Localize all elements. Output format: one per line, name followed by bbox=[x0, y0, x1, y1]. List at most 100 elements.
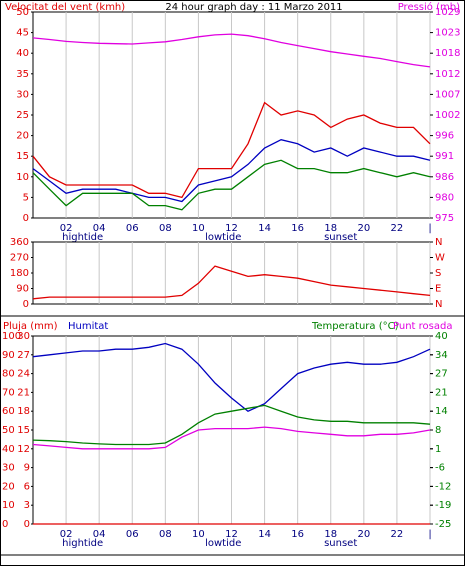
x-tick-label: 08 bbox=[159, 223, 172, 234]
y2-label: Punt rosada bbox=[393, 321, 452, 332]
y2-tick-label: N bbox=[435, 299, 442, 310]
x-tick-label: | bbox=[428, 529, 431, 540]
x-tick-label: 14 bbox=[258, 223, 271, 234]
y-tick-label: 180 bbox=[10, 268, 29, 279]
annotation: lowtide bbox=[205, 232, 241, 243]
x-tick-label: 22 bbox=[391, 529, 404, 540]
y-tick-label: 10 bbox=[2, 500, 15, 511]
y2-tick-label: -25 bbox=[435, 519, 451, 530]
y2-tick-label: N bbox=[435, 237, 442, 248]
y3-label: Humitat bbox=[68, 321, 108, 332]
x-tick-label: 18 bbox=[324, 529, 337, 540]
y-tick-label: 70 bbox=[2, 387, 15, 398]
annotation: hightide bbox=[62, 232, 103, 243]
y2-tick-label: 40 bbox=[435, 331, 448, 342]
y2-tick-label: 8 bbox=[435, 425, 441, 436]
y-tick-label: 270 bbox=[10, 253, 29, 264]
x-tick-label: 04 bbox=[93, 529, 106, 540]
annotation: sunset bbox=[324, 232, 357, 243]
annotation: hightide bbox=[62, 538, 103, 549]
y2-tick-label: W bbox=[435, 253, 445, 264]
y-tick-label: 40 bbox=[2, 444, 15, 455]
y2-tick-label: 1029 bbox=[435, 7, 460, 18]
x-tick-label: 22 bbox=[391, 223, 404, 234]
y2-tick-label: 27 bbox=[435, 369, 448, 380]
y-tick-label: 0 bbox=[2, 519, 8, 530]
y-label: Pluja (mm) bbox=[3, 321, 58, 332]
y2-tick-label: 21 bbox=[435, 387, 448, 398]
y2-tick-label: -19 bbox=[435, 500, 451, 511]
y3-tick-label: 9 bbox=[24, 463, 30, 474]
series-line bbox=[32, 404, 431, 446]
y3-tick-label: 24 bbox=[17, 369, 30, 380]
y-tick-label: 15 bbox=[16, 151, 29, 162]
y2-tick-label: 1012 bbox=[435, 69, 460, 80]
y3-tick-label: 6 bbox=[24, 481, 30, 492]
y-tick-label: 40 bbox=[16, 48, 29, 59]
y-tick-label: 50 bbox=[16, 7, 29, 18]
y2-tick-label: 14 bbox=[435, 406, 448, 417]
y2-tick-label: 986 bbox=[435, 172, 454, 183]
x-tick-label: 12 bbox=[225, 223, 238, 234]
x-tick-label: 06 bbox=[126, 529, 139, 540]
series-line bbox=[32, 101, 431, 199]
annotation: sunset bbox=[324, 538, 357, 549]
y2-tick-label: E bbox=[435, 284, 441, 295]
y-tick-label: 0 bbox=[23, 213, 29, 224]
y-tick-label: 30 bbox=[16, 89, 29, 100]
y-tick-label: 0 bbox=[23, 299, 29, 310]
y-tick-label: 90 bbox=[2, 350, 15, 361]
x-tick-label: 20 bbox=[357, 529, 370, 540]
y3-tick-label: 0 bbox=[24, 519, 30, 530]
y2-tick-label: 1023 bbox=[435, 28, 460, 39]
y-tick-label: 20 bbox=[16, 131, 29, 142]
y3-tick-label: 12 bbox=[17, 444, 30, 455]
y2-tick-label: 34 bbox=[435, 350, 448, 361]
series-line bbox=[32, 265, 431, 300]
series-line bbox=[32, 426, 431, 450]
x-tick-label: | bbox=[428, 223, 431, 234]
y2-tick-label: 991 bbox=[435, 151, 454, 162]
y-tick-label: 45 bbox=[16, 28, 29, 39]
y-tick-label: 50 bbox=[2, 425, 15, 436]
y2-label: Pressió (mb) bbox=[398, 1, 460, 13]
y3-tick-label: 27 bbox=[17, 350, 30, 361]
y-tick-label: 25 bbox=[16, 110, 29, 121]
series-line bbox=[32, 342, 431, 412]
y2-tick-label: -12 bbox=[435, 481, 451, 492]
y3-tick-label: 18 bbox=[17, 406, 30, 417]
y2-tick-label: 1002 bbox=[435, 110, 460, 121]
y-tick-label: 100 bbox=[2, 331, 21, 342]
series-line bbox=[32, 159, 431, 211]
y2-tick-label: 1018 bbox=[435, 48, 460, 59]
y-tick-label: 20 bbox=[2, 481, 15, 492]
y3-tick-label: 30 bbox=[17, 331, 30, 342]
x-tick-label: 02 bbox=[60, 529, 73, 540]
y-tick-label: 60 bbox=[2, 406, 15, 417]
y3-tick-label: 21 bbox=[17, 387, 30, 398]
y3-tick-label: 3 bbox=[24, 500, 30, 511]
y-tick-label: 80 bbox=[2, 369, 15, 380]
y2-tick-label: S bbox=[435, 268, 441, 279]
y-tick-label: 360 bbox=[10, 237, 29, 248]
x-tick-label: 12 bbox=[225, 529, 238, 540]
y2-tick-label: 1 bbox=[435, 444, 441, 455]
x-tick-label: 08 bbox=[159, 529, 172, 540]
series-line bbox=[32, 139, 431, 203]
chart-title: 24 hour graph day : 11 Marzo 2011 bbox=[165, 2, 342, 13]
y2-tick-label: -6 bbox=[435, 463, 445, 474]
y2-tick-label: 996 bbox=[435, 131, 454, 142]
y3-tick-label: 15 bbox=[17, 425, 30, 436]
y2-tick-label: 975 bbox=[435, 213, 454, 224]
x-tick-label: 10 bbox=[192, 223, 205, 234]
y-tick-label: 10 bbox=[16, 172, 29, 183]
x-tick-label: 06 bbox=[126, 223, 139, 234]
x-tick-label: 20 bbox=[357, 223, 370, 234]
y-label: Velocitat del vent (kmh) bbox=[5, 2, 125, 13]
x-tick-label: 16 bbox=[291, 529, 304, 540]
y-tick-label: 90 bbox=[16, 284, 29, 295]
x-tick-label: 14 bbox=[258, 529, 271, 540]
y-tick-label: 30 bbox=[2, 463, 15, 474]
y2-label: Temperatura (°C) bbox=[311, 321, 399, 332]
